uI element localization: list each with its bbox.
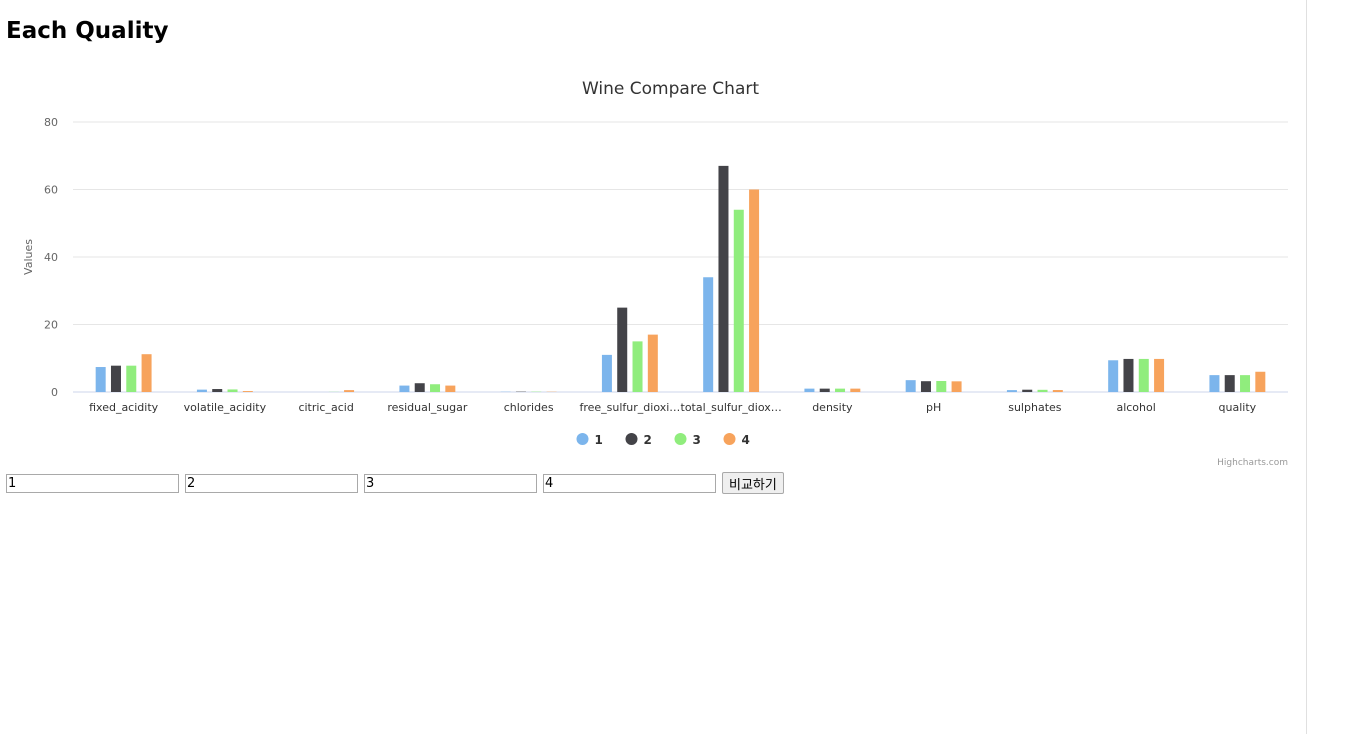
bar-series-2-quality bbox=[1224, 375, 1235, 392]
x-tick-label: volatile_acidity bbox=[184, 401, 267, 414]
bar-series-1-quality bbox=[1209, 375, 1220, 392]
legend-label-3: 3 bbox=[693, 433, 701, 447]
x-tick-label: total_sulfur_diox… bbox=[681, 401, 782, 414]
bar-series-2-density bbox=[819, 388, 830, 392]
compare-controls: 비교하기 bbox=[6, 472, 784, 494]
bar-series-1-density bbox=[804, 388, 815, 392]
bar-series-3-pH bbox=[936, 380, 947, 392]
bar-series-4-pH bbox=[951, 381, 962, 392]
x-tick-label: sulphates bbox=[1008, 401, 1062, 414]
x-tick-label: quality bbox=[1219, 401, 1257, 414]
bar-series-2-alcohol bbox=[1123, 358, 1134, 392]
wine-id-input-3[interactable] bbox=[364, 473, 537, 493]
page: Each Quality Wine Compare Chart 0 20 40 60 80… bbox=[0, 0, 1307, 734]
y-tick-label: 60 bbox=[44, 184, 58, 197]
wine-compare-chart: Wine Compare Chart 0 20 40 60 80 Values fixed_a… bbox=[22, 79, 1288, 468]
bar-series-1-sulphates bbox=[1006, 390, 1017, 392]
bar-series-2-residual_sugar bbox=[414, 383, 425, 392]
y-tick-label: 40 bbox=[44, 251, 58, 264]
bar-series-4-quality bbox=[1255, 371, 1266, 392]
bar-series-1-total_sulfur_diox… bbox=[703, 277, 714, 392]
wine-id-input-4[interactable] bbox=[543, 473, 716, 493]
bar-series-3-total_sulfur_diox… bbox=[733, 209, 744, 392]
y-axis-label: Values bbox=[22, 239, 35, 275]
bar-series-4-citric_acid bbox=[344, 390, 355, 392]
legend-label-4: 4 bbox=[742, 433, 750, 447]
page-title: Each Quality bbox=[6, 18, 169, 44]
chart-title: Wine Compare Chart bbox=[582, 79, 759, 99]
bar-series-4-residual_sugar bbox=[445, 385, 456, 392]
y-tick-label: 0 bbox=[51, 386, 58, 399]
x-tick-label: chlorides bbox=[504, 401, 554, 414]
y-tick-label: 20 bbox=[44, 319, 58, 332]
bar-series-1-volatile_acidity bbox=[196, 389, 207, 392]
bar-series-1-residual_sugar bbox=[399, 385, 410, 392]
legend-marker-4 bbox=[723, 433, 736, 445]
chart-container: Wine Compare Chart 0 20 40 60 80 Values fixed_a… bbox=[0, 64, 1300, 474]
bar-series-3-sulphates bbox=[1037, 389, 1048, 392]
legend-marker-1 bbox=[576, 433, 589, 445]
bar-series-3-density bbox=[835, 388, 846, 392]
bar-series-4-fixed_acidity bbox=[141, 354, 152, 392]
x-tick-label: pH bbox=[926, 401, 941, 414]
y-tick-label: 80 bbox=[44, 116, 58, 129]
bar-series-2-pH bbox=[920, 381, 931, 392]
bar-series-4-alcohol bbox=[1154, 358, 1165, 392]
legend-label-2: 2 bbox=[644, 433, 652, 447]
bar-series-1-alcohol bbox=[1108, 360, 1119, 392]
x-tick-label: citric_acid bbox=[298, 401, 353, 414]
bar-series-2-volatile_acidity bbox=[212, 389, 223, 392]
wine-id-input-1[interactable] bbox=[6, 473, 179, 493]
chart-credits: Highcharts.com bbox=[1217, 458, 1288, 468]
bar-series-1-free_sulfur_dioxi… bbox=[601, 354, 612, 392]
bar-series-3-volatile_acidity bbox=[227, 389, 238, 392]
bar-series-1-fixed_acidity bbox=[95, 367, 106, 392]
x-tick-label: density bbox=[812, 401, 853, 414]
bar-series-1-pH bbox=[905, 380, 916, 392]
x-tick-label: residual_sugar bbox=[387, 401, 468, 414]
bar-series-2-free_sulfur_dioxi… bbox=[617, 307, 628, 392]
x-tick-label: free_sulfur_dioxi… bbox=[579, 401, 680, 414]
bar-series-3-alcohol bbox=[1138, 358, 1149, 392]
wine-id-input-2[interactable] bbox=[185, 473, 358, 493]
bar-series-3-quality bbox=[1240, 375, 1251, 392]
x-tick-label: fixed_acidity bbox=[89, 401, 159, 414]
bar-series-4-free_sulfur_dioxi… bbox=[647, 334, 658, 392]
bar-series-2-total_sulfur_diox… bbox=[718, 165, 729, 392]
bar-series-4-density bbox=[850, 388, 861, 392]
bar-series-2-sulphates bbox=[1022, 389, 1033, 392]
legend-marker-3 bbox=[674, 433, 687, 445]
bar-series-3-residual_sugar bbox=[430, 384, 441, 392]
bar-series-3-free_sulfur_dioxi… bbox=[632, 341, 643, 392]
legend-marker-2 bbox=[625, 433, 638, 445]
bar-series-4-total_sulfur_diox… bbox=[749, 189, 760, 392]
bar-series-4-sulphates bbox=[1052, 390, 1063, 392]
bar-series-3-fixed_acidity bbox=[126, 365, 137, 392]
legend-label-1: 1 bbox=[595, 433, 603, 447]
bar-series-2-fixed_acidity bbox=[110, 365, 121, 392]
bar-series-4-volatile_acidity bbox=[242, 391, 253, 392]
compare-button[interactable]: 비교하기 bbox=[722, 472, 784, 494]
x-tick-label: alcohol bbox=[1116, 401, 1155, 414]
